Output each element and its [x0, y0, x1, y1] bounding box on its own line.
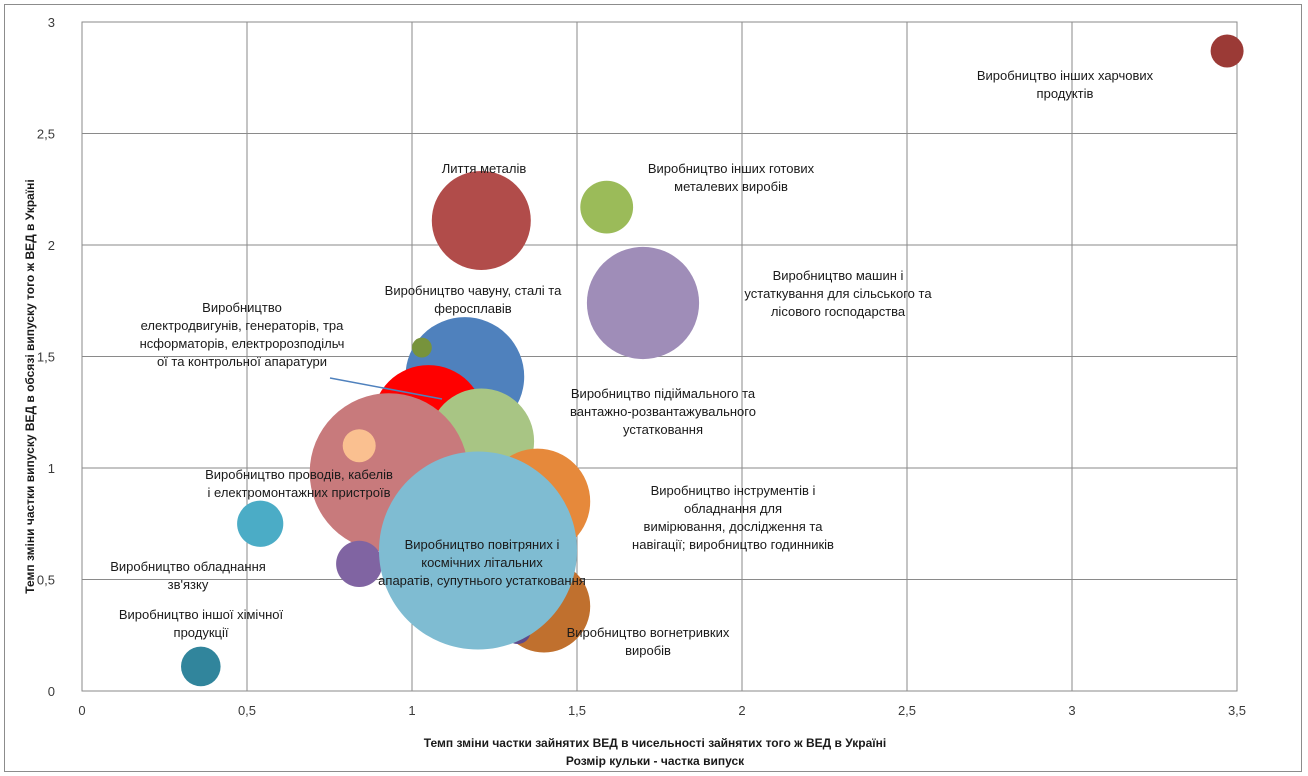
chart-frame: 0 0,5 1 1,5 2 2,5 3 3,5 0 0,5 1 1,5 2 2,5 3 Виробництво… — [4, 4, 1302, 772]
data-label: навігації; виробництво годинників — [632, 537, 834, 552]
x-tick-label: 0 — [78, 703, 85, 718]
data-label: Виробництво вогнетривких — [567, 625, 730, 640]
data-label: Виробництво — [202, 300, 282, 315]
data-label: обладнання для — [684, 501, 782, 516]
data-label: металевих виробів — [674, 179, 788, 194]
data-label: феросплавів — [434, 301, 512, 316]
data-label: устатковання — [623, 422, 703, 437]
bubble — [431, 170, 531, 270]
bubble — [181, 646, 221, 687]
data-label: продукції — [174, 625, 229, 640]
y-tick-label: 0,5 — [37, 573, 55, 588]
data-label: Виробництво чавуну, сталі та — [385, 283, 562, 298]
data-label: нсформаторів, електророзподільч — [140, 336, 345, 351]
data-label: вимірювання, дослідження та — [644, 519, 824, 534]
data-label: продуктів — [1037, 86, 1094, 101]
data-label: і електромонтажних пристроїв — [208, 485, 391, 500]
data-label: Виробництво інструментів і — [651, 483, 816, 498]
data-label: Виробництво машин і — [773, 268, 904, 283]
bubble — [412, 337, 432, 358]
data-label: космічних літальних — [421, 555, 543, 570]
data-label: Лиття металів — [442, 161, 527, 176]
bubble — [586, 246, 700, 360]
data-label: зв'язку — [168, 577, 209, 592]
bubble — [1210, 34, 1244, 68]
y-tick-label: 1,5 — [37, 350, 55, 365]
data-label: апаратів, супутнього устатковання — [378, 573, 586, 588]
bubble-chart: 0 0,5 1 1,5 2 2,5 3 3,5 0 0,5 1 1,5 2 2,5 3 Виробництво… — [23, 15, 1246, 768]
y-tick-label: 1 — [48, 461, 55, 476]
x-axis-title: Темп зміни частки зайнятих ВЕД в чисельн… — [424, 736, 886, 750]
plot-area-border — [81, 21, 1238, 692]
data-label: виробів — [625, 643, 671, 658]
y-tick-label: 2 — [48, 238, 55, 253]
data-label: Виробництво іншої хімічної — [119, 607, 284, 622]
data-label: Виробництво повітряних і — [405, 537, 560, 552]
x-axis-note: Розмір кульки - частка випуск — [566, 754, 745, 768]
bubble — [379, 451, 577, 650]
label-leader-line — [329, 377, 443, 400]
bubble — [237, 500, 284, 547]
y-tick-label: 0 — [48, 684, 55, 699]
x-tick-label: 3 — [1068, 703, 1075, 718]
data-label: вантажно-розвантажувального — [570, 404, 756, 419]
bubble — [336, 540, 383, 587]
data-label: Виробництво обладнання — [110, 559, 266, 574]
x-tick-label: 2 — [738, 703, 745, 718]
data-label: Виробництво інших готових — [648, 161, 815, 176]
data-label: Виробництво інших харчових — [977, 68, 1154, 83]
bubble — [342, 429, 376, 463]
data-label: Виробництво підіймального та — [571, 386, 756, 401]
x-tick-label: 0,5 — [238, 703, 256, 718]
x-tick-label: 2,5 — [898, 703, 916, 718]
y-axis-title: Темп зміни частки випуску ВЕД в обсязі в… — [23, 179, 37, 593]
data-label: електродвигунів, генераторів, тра — [141, 318, 345, 333]
data-label: устаткування для сільського та — [744, 286, 932, 301]
y-tick-label: 2,5 — [37, 127, 55, 142]
x-tick-label: 3,5 — [1228, 703, 1246, 718]
x-tick-label: 1 — [408, 703, 415, 718]
bubble — [580, 180, 634, 234]
data-label: лісового господарства — [771, 304, 906, 319]
data-label: Виробництво проводів, кабелів — [205, 467, 393, 482]
y-tick-label: 3 — [48, 15, 55, 30]
data-label: ої та контрольної апаратури — [157, 354, 327, 369]
x-tick-label: 1,5 — [568, 703, 586, 718]
